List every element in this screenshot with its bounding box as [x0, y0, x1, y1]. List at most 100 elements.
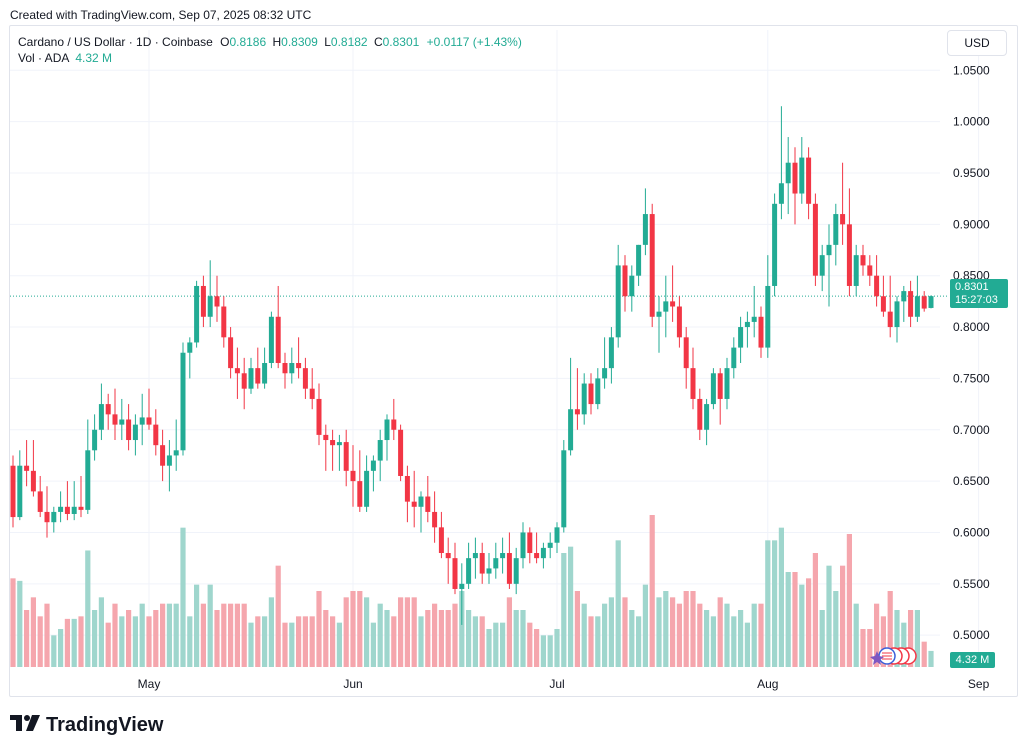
candle-body [527, 532, 533, 554]
volume-bar [561, 553, 567, 667]
candle [248, 357, 254, 394]
volume-legend-value: 4.32 M [75, 51, 113, 65]
bar-countdown: 15:27:03 [955, 294, 998, 306]
candle [799, 137, 805, 204]
symbol-title[interactable]: Cardano / US Dollar · 1D · Coinbase [18, 35, 213, 49]
event-markers-icon[interactable] [868, 645, 928, 667]
candle-body [275, 316, 281, 363]
candle [697, 388, 703, 441]
price-tick-label: 0.6500 [953, 474, 990, 488]
volume-bar [547, 635, 553, 667]
volume-bar [901, 622, 907, 667]
candle-body [676, 306, 682, 338]
candle [398, 424, 404, 482]
volume-bar [330, 616, 336, 667]
volume-bar [629, 610, 635, 667]
candle-body [330, 440, 336, 446]
candle [765, 255, 771, 358]
volume-bar [894, 610, 900, 667]
candle-body [391, 419, 397, 430]
candle [901, 285, 907, 322]
candle-body [833, 214, 839, 245]
tradingview-logo[interactable]: TradingView [10, 713, 163, 737]
candle-body [411, 501, 417, 507]
candle-body [819, 255, 825, 276]
candle-body [690, 368, 696, 399]
candle-body [479, 553, 485, 574]
volume-bar [887, 591, 893, 667]
volume-bar [132, 616, 138, 667]
volume-bar [513, 610, 519, 667]
candle-body [683, 337, 689, 369]
candle [323, 424, 329, 471]
candle [527, 527, 533, 564]
candle [595, 368, 601, 410]
volume-bar [778, 527, 784, 667]
change-value: +0.0117 (+1.43%) [426, 35, 522, 49]
volume-label[interactable]: Vol · ADA [18, 51, 70, 65]
volume-bar [146, 616, 152, 667]
candle [751, 285, 757, 338]
candle [683, 327, 689, 389]
candle-body [221, 306, 227, 338]
volume-bar [126, 610, 132, 667]
candle [840, 162, 846, 245]
volume-bar [731, 616, 737, 667]
volume-bar [364, 597, 370, 667]
candle [520, 522, 526, 569]
candle [908, 280, 914, 328]
volume-bar [853, 603, 859, 667]
candle [581, 373, 587, 425]
candle [370, 455, 376, 492]
candle-body [901, 291, 907, 302]
candle [166, 440, 172, 492]
candle [30, 440, 36, 497]
volume-bar [166, 603, 172, 667]
candle-body [98, 404, 104, 430]
candle [792, 147, 798, 225]
candle-body [731, 347, 737, 369]
volume-bar [98, 597, 104, 667]
candles [10, 106, 934, 625]
candle [268, 311, 274, 369]
candle-body [540, 547, 546, 559]
candle-body [139, 417, 145, 425]
candle-body [928, 296, 934, 308]
candle-body [595, 378, 601, 405]
volume-bar [336, 622, 342, 667]
volume-bar [316, 591, 322, 667]
volume-bar [221, 603, 227, 667]
candle-body [336, 442, 342, 446]
open-label: O [220, 35, 230, 49]
candle [724, 357, 730, 410]
candle [452, 542, 458, 595]
volume-bar [71, 618, 77, 667]
currency-button[interactable]: USD [947, 30, 1007, 56]
candle [806, 147, 812, 220]
candle [343, 429, 349, 487]
volume-bar [398, 597, 404, 667]
low-label: L [324, 35, 331, 49]
candle-body [384, 419, 390, 441]
candle [833, 203, 839, 266]
candle-body [642, 214, 648, 245]
volume-bar [139, 603, 145, 667]
candle [636, 244, 642, 286]
volume-bar [234, 603, 240, 667]
candle [17, 450, 23, 521]
volume-bar [275, 565, 281, 667]
volume-bar [534, 629, 540, 667]
volume-bar [207, 584, 213, 667]
candle [384, 414, 390, 461]
candle-body [568, 409, 574, 451]
candle-body [364, 470, 370, 507]
candle-body [51, 511, 57, 523]
volume-bar [92, 610, 98, 667]
candle [758, 306, 764, 358]
time-tick-label: Sep [968, 677, 990, 691]
candle [785, 137, 791, 215]
price-grid [10, 30, 980, 668]
candle-body [194, 285, 200, 343]
candle [486, 553, 492, 584]
